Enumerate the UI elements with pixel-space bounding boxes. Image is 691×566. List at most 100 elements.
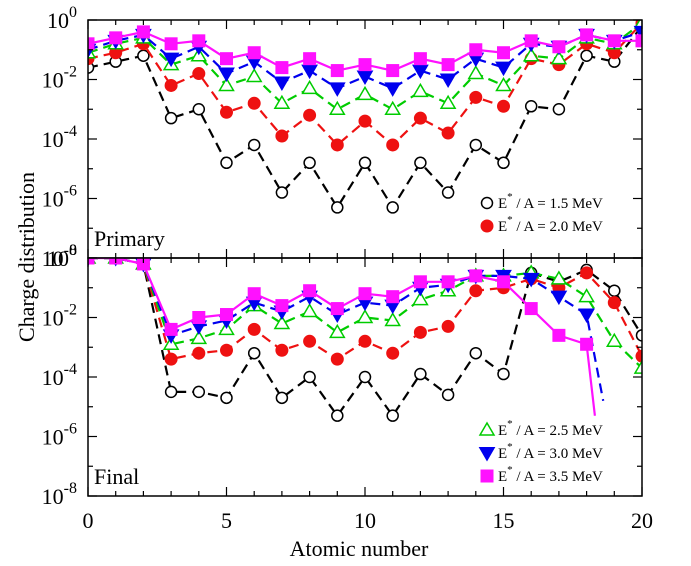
data-point xyxy=(439,73,457,89)
data-point xyxy=(220,156,233,170)
data-point xyxy=(552,328,566,342)
data-point xyxy=(550,270,568,285)
data-point xyxy=(384,100,402,115)
y-tick-label: 10-6 xyxy=(42,421,77,450)
data-point xyxy=(301,79,318,95)
data-point xyxy=(247,46,261,60)
panel-label: Primary xyxy=(94,226,165,251)
data-point xyxy=(220,52,233,66)
series-line-25-mev xyxy=(88,22,642,111)
data-point xyxy=(413,111,427,125)
data-point xyxy=(386,201,399,214)
data-point xyxy=(469,43,483,57)
data-point xyxy=(358,334,372,348)
data-point xyxy=(192,67,206,81)
y-axis-title: Charge distribution xyxy=(14,172,39,342)
y-tick-label: 10-2 xyxy=(42,64,77,93)
data-point xyxy=(275,186,289,199)
data-point xyxy=(275,391,289,405)
data-point xyxy=(413,52,427,66)
data-point xyxy=(580,337,594,351)
data-point xyxy=(441,58,455,72)
data-point xyxy=(386,64,400,78)
data-point xyxy=(330,64,344,78)
data-point xyxy=(467,65,485,80)
data-point xyxy=(273,94,291,110)
y-tick-label: 10-4 xyxy=(42,123,77,152)
data-point xyxy=(384,82,402,97)
data-point xyxy=(578,308,595,324)
data-point xyxy=(635,329,642,342)
data-point xyxy=(524,302,538,316)
data-point xyxy=(550,50,568,65)
data-point xyxy=(413,275,427,289)
legend-marker xyxy=(480,219,494,233)
data-point xyxy=(358,370,372,384)
series-markers xyxy=(88,258,594,351)
data-point xyxy=(497,46,510,60)
data-point xyxy=(275,343,289,357)
data-point xyxy=(607,296,621,310)
data-point xyxy=(635,349,642,363)
data-point xyxy=(497,156,510,170)
y-tick-label: 100 xyxy=(47,242,77,271)
data-point xyxy=(88,258,95,265)
data-point xyxy=(275,129,289,143)
data-point xyxy=(358,58,372,72)
data-point xyxy=(162,52,180,68)
data-point xyxy=(245,68,263,83)
data-point xyxy=(469,138,483,152)
series-line-15-mev xyxy=(88,258,642,418)
legend-marker xyxy=(478,447,496,462)
legend-marker xyxy=(480,196,494,210)
data-point xyxy=(386,346,400,360)
data-point xyxy=(580,266,594,280)
data-point xyxy=(164,37,178,51)
data-point xyxy=(303,156,316,170)
data-point xyxy=(386,290,400,304)
data-point xyxy=(136,25,150,39)
data-point xyxy=(328,82,346,97)
data-point xyxy=(273,76,291,91)
y-tick-label: 10-2 xyxy=(42,302,77,331)
data-point xyxy=(413,325,427,339)
series-line-25-mev xyxy=(88,258,642,369)
x-tick-label: 10 xyxy=(354,508,376,533)
legend-entry: E* / A = 3.5 MeV xyxy=(498,464,603,485)
y-tick-label: 10-4 xyxy=(42,361,77,390)
data-point xyxy=(386,138,400,152)
data-point xyxy=(330,138,344,152)
data-point xyxy=(192,346,206,360)
data-point xyxy=(635,34,642,48)
data-point xyxy=(497,99,510,113)
data-point xyxy=(524,34,538,48)
data-point xyxy=(495,76,512,92)
data-point xyxy=(358,287,372,301)
data-point xyxy=(469,90,483,104)
data-point xyxy=(386,409,399,422)
series-group xyxy=(88,20,642,214)
data-point xyxy=(414,367,427,381)
data-point xyxy=(137,49,150,62)
panel-label: Final xyxy=(94,464,139,489)
data-point xyxy=(109,31,123,45)
data-point xyxy=(218,67,235,83)
data-point xyxy=(303,52,317,66)
data-point xyxy=(328,323,346,339)
data-point xyxy=(303,334,317,348)
data-point xyxy=(192,103,206,116)
data-point xyxy=(164,385,178,399)
data-point xyxy=(414,156,427,170)
data-point xyxy=(247,287,261,301)
data-point xyxy=(330,352,344,366)
data-point xyxy=(412,82,429,98)
data-point xyxy=(578,288,595,303)
data-point xyxy=(607,34,621,48)
data-point xyxy=(301,64,318,80)
data-point xyxy=(580,28,594,42)
data-point xyxy=(136,258,150,271)
